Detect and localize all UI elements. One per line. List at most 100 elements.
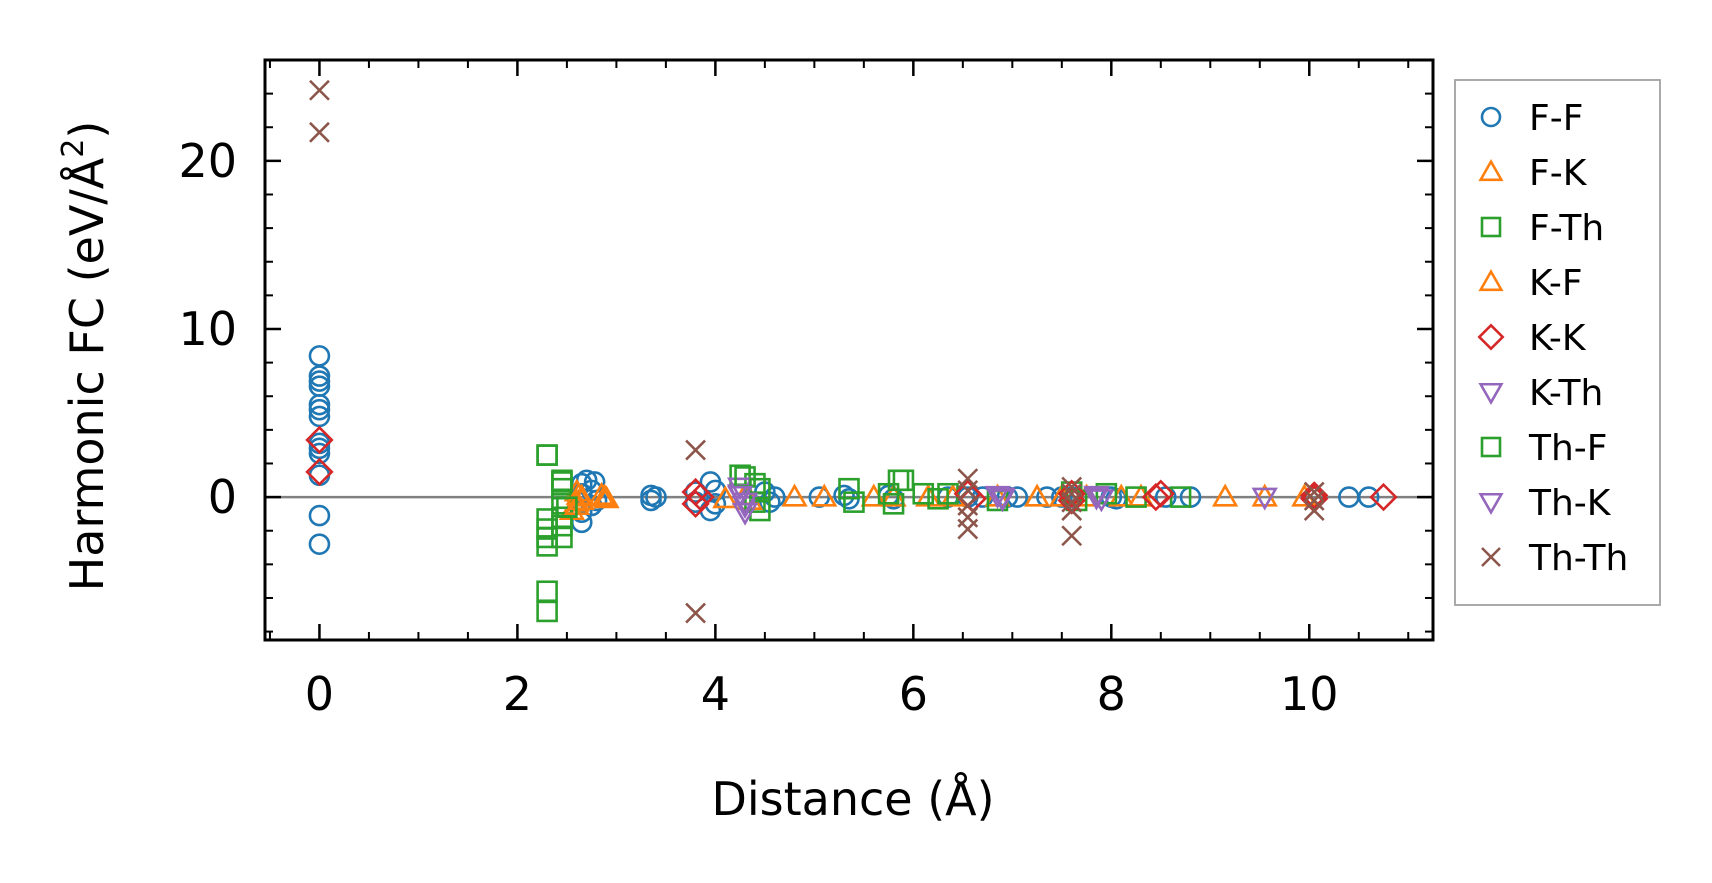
- data-point-th-f-0: [536, 444, 558, 466]
- legend-marker-th-th: [1481, 547, 1501, 567]
- legend-label-f-k: F-K: [1529, 153, 1588, 194]
- data-point-f-th-18: [843, 491, 865, 513]
- data-point-th-k-1: [731, 492, 759, 516]
- y-tick-label-2: 20: [178, 134, 237, 188]
- data-point-th-th-14: [1303, 481, 1325, 503]
- data-point-f-th-5: [536, 580, 558, 603]
- data-point-f-f-34: [808, 486, 831, 508]
- data-point-th-th-13: [1061, 525, 1083, 547]
- data-point-f-k-16: [1023, 483, 1051, 507]
- data-point-th-th-3: [685, 602, 706, 624]
- legend-entry-k-k: K-K: [1477, 318, 1587, 359]
- data-point-th-th-14-stroke-b: [1303, 481, 1325, 503]
- data-point-k-k-7: [1057, 479, 1086, 508]
- data-point-th-th-16: [1303, 500, 1325, 521]
- data-point-th-k-3: [1083, 487, 1110, 511]
- data-point-th-th-15-stroke-b: [1303, 490, 1325, 511]
- data-point-th-th-8-stroke-b: [957, 518, 979, 540]
- data-point-th-th-1: [309, 121, 330, 143]
- legend-marker-f-th: [1480, 216, 1502, 238]
- x-tick-label-3: 6: [899, 667, 928, 721]
- legend: F-F F-K F-Th K-F K-K K-Th Th-F Th-K Th-Th: [1454, 79, 1661, 606]
- data-point-th-th-10-stroke-b: [1061, 483, 1083, 505]
- data-point-th-th-9-stroke-b: [1061, 476, 1083, 498]
- y-tick-label-1: 10: [178, 302, 237, 356]
- legend-label-f-f: F-F: [1529, 98, 1583, 139]
- data-point-th-th-1-stroke-b: [309, 121, 330, 143]
- data-point-th-f-5: [892, 469, 915, 492]
- data-point-th-th-2: [685, 439, 706, 461]
- data-point-th-th-0: [309, 79, 330, 101]
- legend-label-k-th: K-Th: [1529, 373, 1603, 414]
- legend-marker-th-f: [1480, 436, 1502, 458]
- data-point-f-th-29: [1125, 486, 1147, 508]
- series-f-th: [536, 444, 1192, 623]
- legend-marker-th-th-stroke-b: [1481, 547, 1501, 567]
- data-point-k-k-3: [681, 489, 710, 519]
- y-axis-label-superscript: 2: [56, 139, 91, 158]
- data-point-f-f-53: [1357, 486, 1380, 508]
- data-point-th-th-12-stroke-b: [1061, 500, 1083, 521]
- data-point-th-th-9: [1061, 476, 1083, 498]
- data-point-th-th-8: [957, 518, 979, 540]
- data-point-th-th-11: [1061, 491, 1083, 513]
- legend-entry-th-th: Th-Th: [1481, 538, 1628, 579]
- legend-label-f-th: F-Th: [1529, 208, 1604, 249]
- legend-entry-f-k: F-K: [1478, 153, 1588, 194]
- data-point-th-th-5-stroke-b: [957, 479, 979, 501]
- legend-label-th-f: Th-F: [1528, 428, 1608, 469]
- data-point-th-th-12: [1061, 500, 1083, 521]
- data-point-f-th-0: [536, 444, 558, 466]
- y-tick-label-0: 0: [208, 470, 237, 524]
- data-point-f-k-22: [1251, 483, 1278, 507]
- x-tick-label-4: 8: [1097, 667, 1126, 721]
- data-point-th-th-10: [1061, 483, 1083, 505]
- data-point-th-th-5: [957, 479, 979, 501]
- data-point-th-f-1: [551, 471, 573, 493]
- data-point-f-k-10: [811, 483, 838, 507]
- x-axis-label: Distance (Å): [711, 772, 994, 826]
- legend-marker-k-th: [1478, 382, 1504, 405]
- x-tick-label-5: 10: [1280, 667, 1339, 721]
- data-point-f-f-23: [640, 489, 662, 512]
- legend-marker-f-k: [1478, 159, 1504, 182]
- data-point-f-k-6: [712, 485, 739, 509]
- data-point-k-th-8: [1251, 487, 1278, 511]
- legend-entry-th-k: Th-K: [1478, 483, 1612, 524]
- axes: 0 2 4 6 8 10 0 10 20: [178, 58, 1435, 721]
- data-point-k-k-0: [305, 425, 334, 455]
- data-point-f-f-12: [308, 533, 331, 555]
- legend-marker-k-k: [1477, 323, 1505, 351]
- data-point-f-k-21: [1211, 483, 1239, 507]
- y-axis-label-close: ): [60, 121, 114, 139]
- data-point-k-th-4: [984, 485, 1011, 509]
- legend-label-th-k: Th-K: [1528, 483, 1612, 524]
- data-point-k-k-10: [1146, 479, 1175, 508]
- legend-entry-k-th: K-Th: [1478, 373, 1603, 414]
- data-point-k-k-13: [1369, 482, 1398, 512]
- data-point-f-f-9: [308, 442, 331, 465]
- data-point-k-f-3: [591, 483, 618, 507]
- legend-label-k-k: K-K: [1529, 318, 1587, 359]
- series-f-f: [308, 345, 1380, 555]
- data-point-th-th-2-stroke-b: [685, 439, 706, 461]
- data-point-f-th-22: [912, 482, 935, 505]
- data-point-f-th-6: [536, 600, 558, 623]
- data-point-th-th-16-stroke-b: [1303, 500, 1325, 521]
- data-point-f-k-4: [588, 481, 615, 505]
- data-point-f-f-24: [645, 486, 667, 508]
- data-point-th-th-0-stroke-b: [309, 79, 330, 101]
- legend-label-th-th: Th-Th: [1528, 538, 1628, 579]
- legend-entry-th-f: Th-F: [1480, 428, 1608, 469]
- legend-marker-k-f: [1478, 269, 1504, 292]
- series-th-k: [726, 485, 1110, 516]
- data-point-k-k-4: [686, 482, 715, 512]
- data-point-k-th-7: [1088, 489, 1115, 513]
- data-point-k-k-1: [305, 457, 334, 487]
- data-point-th-th-15: [1303, 490, 1325, 511]
- data-point-th-k-2: [989, 487, 1016, 511]
- data-point-th-th-3-stroke-b: [685, 602, 706, 624]
- legend-marker-th-k: [1478, 492, 1504, 515]
- plot-frame: [263, 58, 1435, 642]
